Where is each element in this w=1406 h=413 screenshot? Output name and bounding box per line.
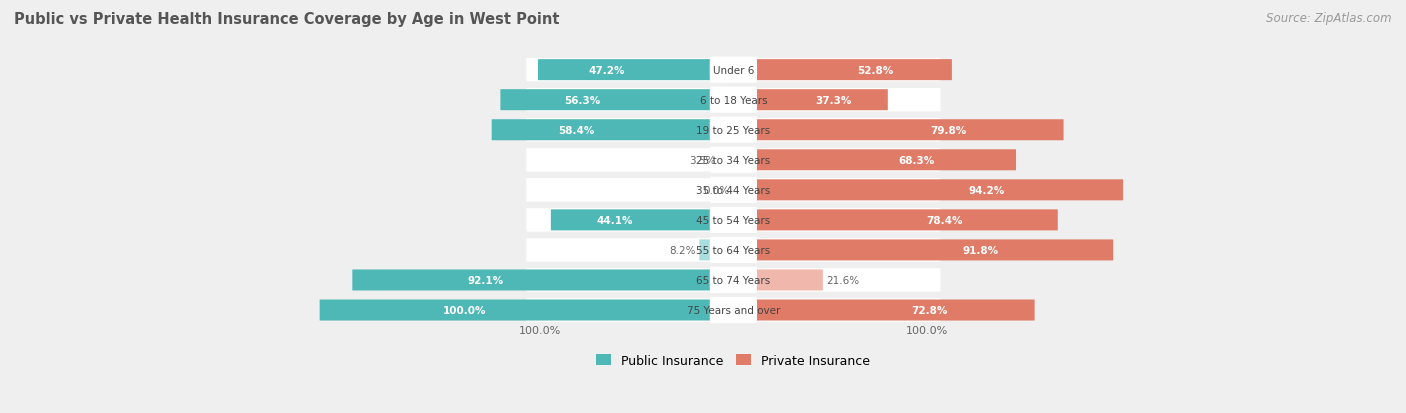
FancyBboxPatch shape — [733, 270, 823, 291]
FancyBboxPatch shape — [501, 90, 734, 111]
FancyBboxPatch shape — [526, 149, 941, 172]
Text: 3.5%: 3.5% — [689, 155, 716, 165]
Text: 100.0%: 100.0% — [907, 325, 949, 335]
Text: 65 to 74 Years: 65 to 74 Years — [696, 275, 770, 285]
Text: 37.3%: 37.3% — [815, 95, 852, 105]
FancyBboxPatch shape — [733, 150, 1017, 171]
Text: Public vs Private Health Insurance Coverage by Age in West Point: Public vs Private Health Insurance Cover… — [14, 12, 560, 27]
FancyBboxPatch shape — [526, 209, 941, 232]
Text: 56.3%: 56.3% — [564, 95, 600, 105]
FancyBboxPatch shape — [710, 297, 756, 323]
FancyBboxPatch shape — [710, 177, 756, 204]
FancyBboxPatch shape — [526, 179, 941, 202]
Text: Under 6: Under 6 — [713, 66, 754, 76]
Text: 45 to 54 Years: 45 to 54 Years — [696, 215, 770, 225]
Text: 52.8%: 52.8% — [858, 66, 893, 76]
Text: 100.0%: 100.0% — [519, 325, 561, 335]
Text: 58.4%: 58.4% — [558, 126, 595, 135]
Text: 94.2%: 94.2% — [969, 185, 1005, 195]
FancyBboxPatch shape — [733, 60, 952, 81]
Text: 78.4%: 78.4% — [927, 215, 962, 225]
FancyBboxPatch shape — [710, 147, 756, 173]
Text: 6 to 18 Years: 6 to 18 Years — [700, 95, 768, 105]
FancyBboxPatch shape — [710, 267, 756, 293]
FancyBboxPatch shape — [526, 268, 941, 292]
Text: 8.2%: 8.2% — [669, 245, 696, 255]
Legend: Public Insurance, Private Insurance: Public Insurance, Private Insurance — [592, 349, 876, 372]
Text: 47.2%: 47.2% — [588, 66, 624, 76]
FancyBboxPatch shape — [319, 300, 734, 321]
Text: 68.3%: 68.3% — [898, 155, 935, 165]
FancyBboxPatch shape — [733, 120, 1063, 141]
FancyBboxPatch shape — [526, 89, 941, 112]
FancyBboxPatch shape — [699, 240, 734, 261]
Text: 91.8%: 91.8% — [962, 245, 998, 255]
FancyBboxPatch shape — [710, 57, 756, 83]
FancyBboxPatch shape — [710, 207, 756, 233]
Text: 72.8%: 72.8% — [911, 305, 948, 315]
FancyBboxPatch shape — [492, 120, 734, 141]
FancyBboxPatch shape — [733, 210, 1057, 231]
FancyBboxPatch shape — [526, 239, 941, 262]
Text: 92.1%: 92.1% — [468, 275, 503, 285]
Text: 79.8%: 79.8% — [929, 126, 966, 135]
FancyBboxPatch shape — [526, 299, 941, 322]
FancyBboxPatch shape — [526, 59, 941, 82]
FancyBboxPatch shape — [733, 240, 1114, 261]
FancyBboxPatch shape — [733, 90, 887, 111]
FancyBboxPatch shape — [733, 300, 1035, 321]
Text: 19 to 25 Years: 19 to 25 Years — [696, 126, 770, 135]
Text: 35 to 44 Years: 35 to 44 Years — [696, 185, 770, 195]
FancyBboxPatch shape — [526, 119, 941, 142]
FancyBboxPatch shape — [710, 88, 756, 114]
Text: 100.0%: 100.0% — [443, 305, 486, 315]
Text: Source: ZipAtlas.com: Source: ZipAtlas.com — [1267, 12, 1392, 25]
Text: 75 Years and over: 75 Years and over — [686, 305, 780, 315]
FancyBboxPatch shape — [733, 180, 1123, 201]
FancyBboxPatch shape — [538, 60, 734, 81]
Text: 55 to 64 Years: 55 to 64 Years — [696, 245, 770, 255]
FancyBboxPatch shape — [710, 117, 756, 144]
Text: 0.0%: 0.0% — [704, 185, 730, 195]
Text: 21.6%: 21.6% — [825, 275, 859, 285]
Text: 44.1%: 44.1% — [596, 215, 633, 225]
FancyBboxPatch shape — [551, 210, 734, 231]
FancyBboxPatch shape — [718, 150, 734, 171]
FancyBboxPatch shape — [353, 270, 734, 291]
FancyBboxPatch shape — [710, 237, 756, 263]
Text: 25 to 34 Years: 25 to 34 Years — [696, 155, 770, 165]
